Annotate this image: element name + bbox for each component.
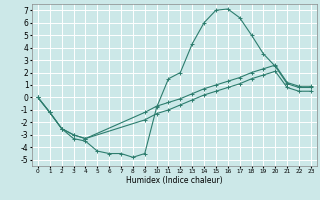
- X-axis label: Humidex (Indice chaleur): Humidex (Indice chaleur): [126, 176, 223, 185]
